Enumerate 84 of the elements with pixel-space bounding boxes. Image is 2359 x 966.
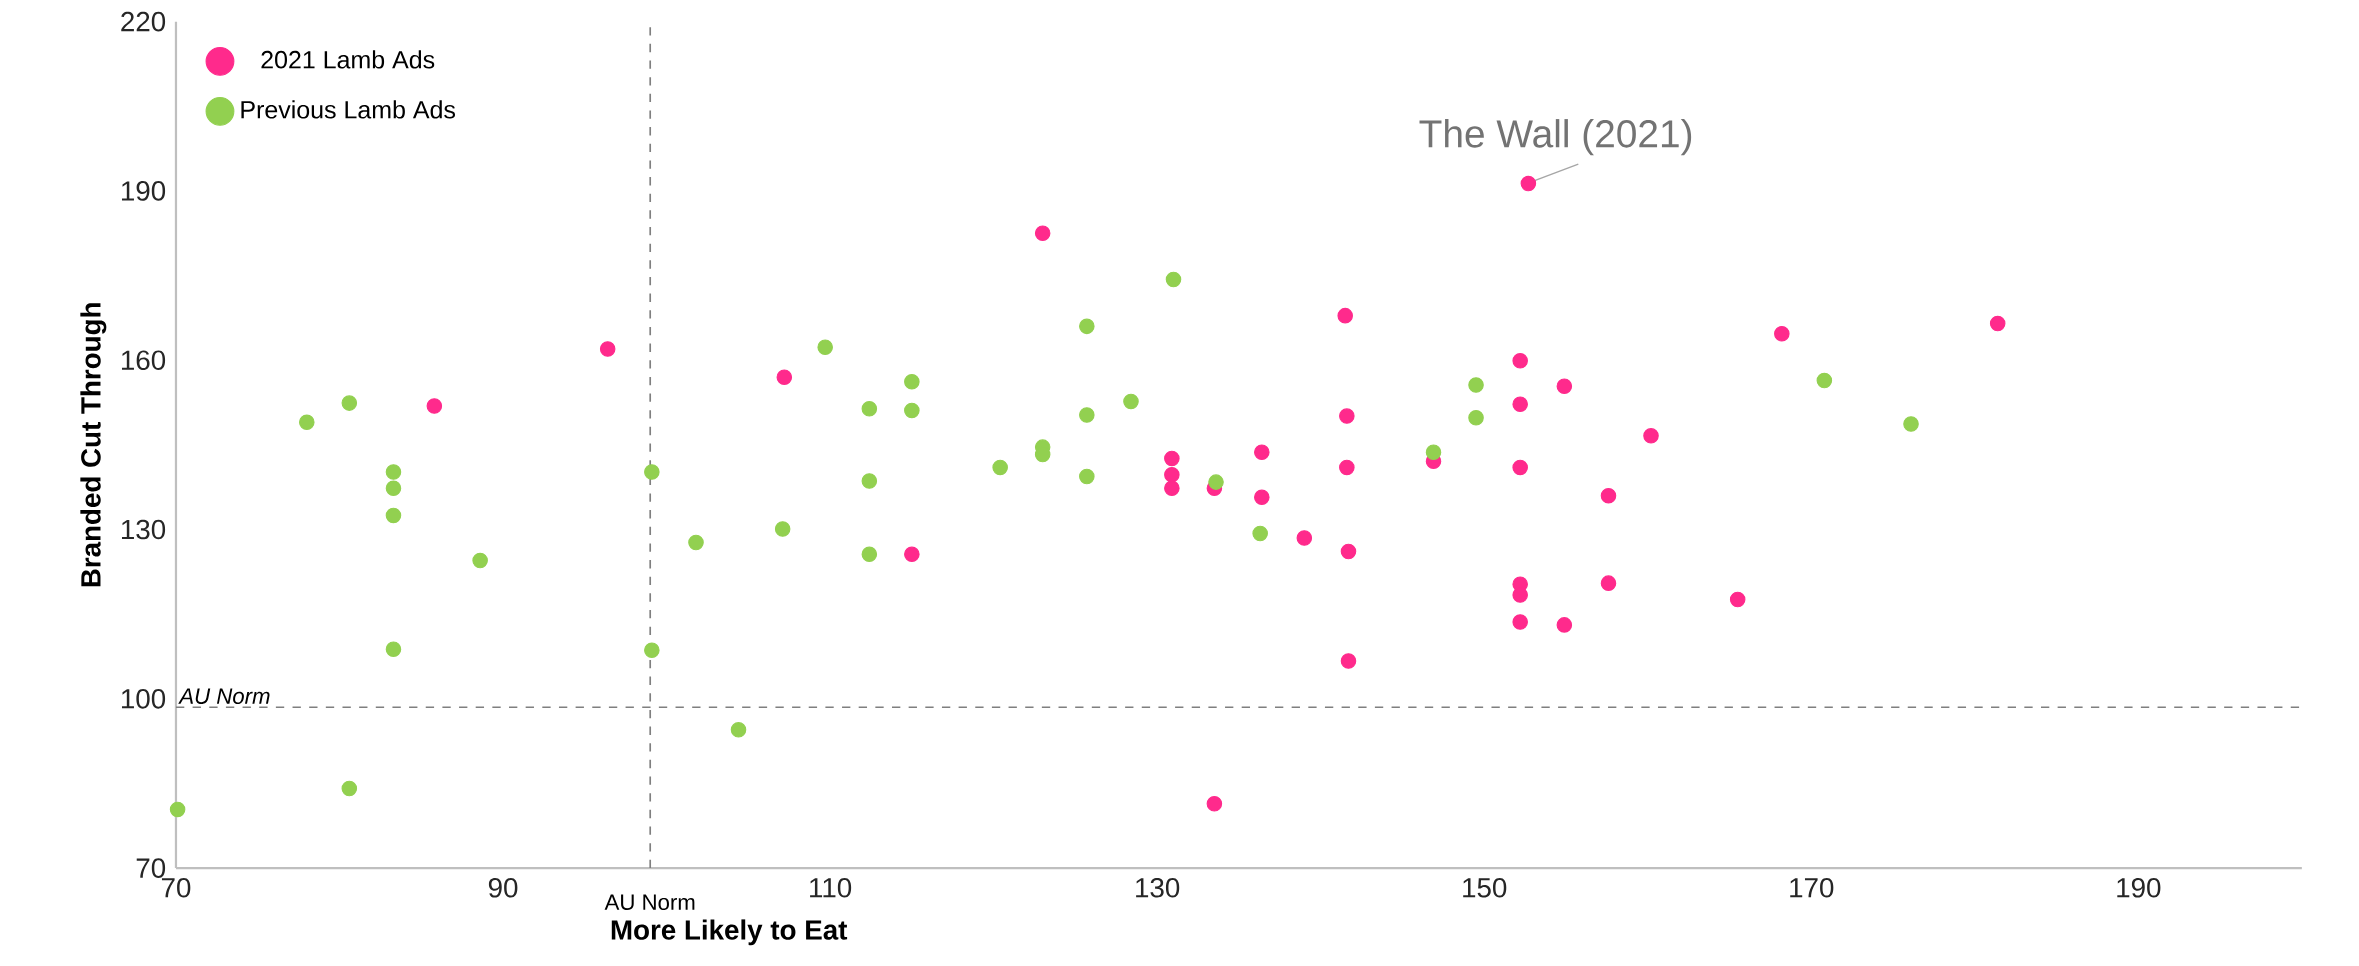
x-tick-label: 130 — [1136, 878, 1180, 898]
point — [1512, 587, 1528, 603]
point — [1079, 318, 1095, 335]
point — [644, 464, 660, 480]
point — [861, 546, 878, 563]
point — [169, 801, 186, 818]
y-axis-title: Branded Cut Through — [80, 303, 107, 587]
point — [1079, 407, 1095, 423]
y-tick-label: 160 — [121, 350, 166, 371]
x-tick-label: 110 — [810, 878, 852, 898]
point — [774, 521, 791, 537]
point — [1556, 617, 1573, 633]
x-tick-label: 190 — [2117, 878, 2161, 898]
point — [904, 546, 920, 563]
point — [861, 401, 878, 417]
point — [904, 373, 920, 390]
point — [426, 398, 443, 414]
x-tick-label: 150 — [1463, 878, 1507, 898]
point — [1165, 271, 1182, 288]
point — [1425, 444, 1442, 461]
point — [1164, 467, 1180, 483]
point — [1208, 474, 1224, 490]
point — [817, 339, 833, 356]
point — [1079, 468, 1095, 485]
y-tick-label: 220 — [121, 11, 166, 32]
point — [299, 414, 315, 431]
point — [1468, 377, 1484, 393]
point — [1520, 175, 1537, 192]
point — [385, 464, 402, 480]
point — [1468, 410, 1484, 426]
point — [1339, 408, 1355, 424]
x-axis-title: More Likely to Eat — [611, 919, 848, 946]
point — [341, 395, 358, 411]
point — [992, 459, 1008, 476]
point — [1556, 378, 1573, 395]
point — [1643, 428, 1659, 444]
point — [1296, 530, 1313, 546]
annotation: The Wall (2021) — [1419, 119, 1692, 156]
point — [1512, 459, 1528, 476]
point — [1512, 396, 1528, 413]
point — [1164, 450, 1180, 467]
point — [1164, 480, 1180, 497]
point — [385, 641, 402, 658]
y-tick-label: 190 — [121, 181, 166, 201]
point — [1254, 444, 1270, 461]
point — [472, 552, 488, 569]
point — [1816, 372, 1833, 389]
point — [385, 480, 402, 497]
ref-line-label: AU Norm — [604, 894, 695, 911]
point — [1206, 796, 1223, 812]
point — [1600, 487, 1617, 504]
point — [1254, 489, 1270, 506]
point — [1903, 416, 1919, 432]
point — [1034, 225, 1051, 242]
point — [1774, 326, 1790, 342]
x-tick-label: 90 — [488, 878, 518, 898]
y-tick-label: 130 — [121, 519, 166, 540]
point — [341, 780, 358, 797]
point — [1512, 614, 1528, 630]
point — [1123, 393, 1139, 410]
legend-label: 2021 Lamb Ads — [261, 50, 435, 69]
point — [599, 341, 616, 357]
point — [1729, 591, 1746, 608]
point — [1340, 543, 1357, 560]
point — [904, 402, 920, 419]
point — [1252, 525, 1268, 542]
point — [861, 473, 878, 489]
point — [1337, 307, 1353, 324]
point — [1989, 315, 2006, 332]
point — [385, 507, 402, 524]
point — [688, 534, 704, 551]
x-tick-label: 170 — [1790, 878, 1834, 898]
point — [644, 642, 660, 659]
ref-line-label: AU Norm — [178, 688, 270, 705]
point — [1340, 653, 1357, 669]
y-tick-label: 70 — [136, 858, 166, 879]
point — [1339, 459, 1355, 476]
point — [1512, 353, 1528, 369]
y-tick-label: 100 — [121, 689, 166, 709]
point — [730, 722, 747, 738]
x-tick-label: 70 — [161, 878, 191, 898]
legend-label: Previous Lamb Ads — [241, 100, 456, 119]
point — [1600, 575, 1617, 591]
point — [776, 369, 793, 386]
